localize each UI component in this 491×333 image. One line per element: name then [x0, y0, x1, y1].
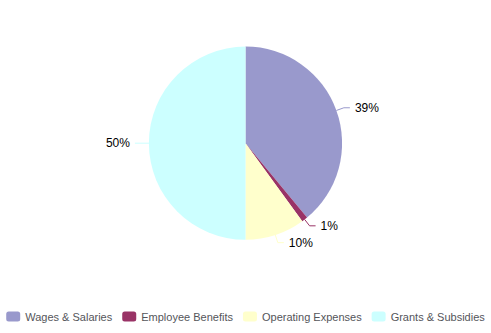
svg-text:39%: 39% — [355, 101, 379, 115]
svg-text:Grants & Subsidies: Grants & Subsidies — [391, 311, 486, 323]
svg-text:10%: 10% — [289, 236, 313, 250]
svg-text:50%: 50% — [106, 136, 130, 150]
svg-text:Operating Expenses: Operating Expenses — [262, 311, 362, 323]
svg-text:1%: 1% — [321, 219, 339, 233]
svg-text:Employee Benefits: Employee Benefits — [141, 311, 233, 323]
svg-text:Wages & Salaries: Wages & Salaries — [25, 311, 113, 323]
